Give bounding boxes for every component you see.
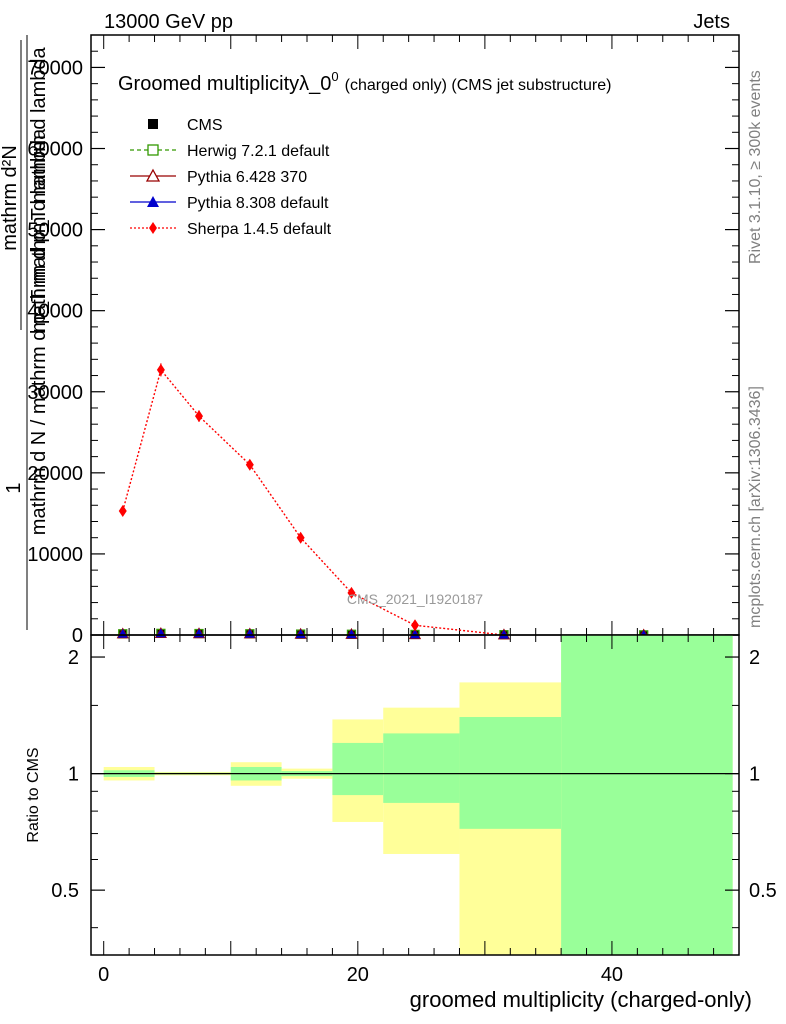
x-tick-labels: 0 20 40 — [98, 964, 623, 986]
ratio-bands — [103, 635, 733, 955]
ratio-axis-ticks — [91, 635, 740, 955]
ratio-band-inner — [332, 742, 384, 796]
plot-title-detail: (charged only) (CMS jet substructure) — [345, 77, 612, 94]
legend-item-herwig: Herwig 7.2.1 default — [130, 143, 330, 160]
sherpa-marker — [245, 458, 254, 471]
plot-title-sup: 0 — [331, 69, 338, 84]
x-tick-label: 40 — [601, 964, 623, 986]
main-axis-ticks — [91, 35, 740, 636]
x-axis-label: groomed multiplicity (charged-only) — [410, 987, 752, 1012]
main-y-tick-label: 0 — [72, 625, 83, 647]
main-y-tick-labels: 0 10000 20000 30000 40000 50000 60000 70000 — [27, 57, 83, 647]
main-y-tick-label: 40000 — [27, 301, 83, 323]
analysis-watermark: CMS_2021_I1920187 — [347, 591, 483, 607]
legend-item-pythia6: Pythia 6.428 370 — [130, 168, 307, 186]
main-y-tick-label: 30000 — [27, 382, 83, 404]
plot-title-main: Groomed multiplicityλ_0 — [118, 73, 331, 95]
pythia8-marker — [346, 629, 357, 639]
pythia8-marker — [295, 629, 306, 639]
pythia8-marker — [410, 629, 420, 639]
sherpa-marker — [347, 586, 356, 599]
ratio-y-tick-label: 2 — [68, 647, 79, 669]
main-y-tick-label: 20000 — [27, 463, 83, 485]
ratio-y-tick-label-right: 0.5 — [749, 880, 777, 902]
x-tick-label: 20 — [347, 964, 369, 986]
mcplots-label: mcplots.cern.ch [arXiv:1306.3436] — [747, 386, 764, 628]
ratio-y-tick-labels: 0.5 0.5 1 1 2 2 — [51, 647, 777, 902]
legend-item-cms: CMS — [148, 117, 223, 134]
pythia8-marker — [498, 629, 509, 639]
ratio-band-inner — [561, 635, 733, 955]
ratio-y-tick-label-right: 2 — [749, 647, 760, 669]
legend-label: Pythia 8.308 default — [187, 195, 329, 212]
legend-label: Herwig 7.2.1 default — [187, 143, 330, 160]
sherpa-marker — [118, 504, 127, 517]
ratio-y-tick-label: 0.5 — [51, 880, 79, 902]
energy-label: 13000 GeV pp — [104, 11, 233, 33]
main-ylabel-side-denominator: mathrm d p_T mathrm d lambda — [28, 46, 50, 332]
main-y-tick-label: 70000 — [27, 57, 83, 79]
legend-marker — [147, 196, 159, 207]
main-panel: 0 10000 20000 30000 40000 50000 60000 70000 Gro… — [27, 34, 740, 647]
legend-label: Sherpa 1.4.5 default — [187, 221, 332, 238]
main-y-tick-label: 50000 — [27, 220, 83, 242]
ratio-band-inner — [459, 717, 562, 829]
legend-label: CMS — [187, 117, 223, 134]
legend-marker — [149, 222, 157, 234]
ratio-ylabel: Ratio to CMS — [25, 747, 42, 842]
sherpa-marker — [195, 410, 203, 423]
legend-item-pythia8: Pythia 8.308 default — [130, 195, 329, 212]
sherpa-line — [122, 368, 505, 636]
ratio-frame — [90, 634, 740, 956]
process-label: Jets — [693, 11, 730, 33]
ratio-panel: 0.5 0.5 1 1 2 2 0 20 40 — [51, 634, 777, 986]
sherpa-marker — [411, 619, 419, 632]
main-y-tick-label: 10000 — [27, 544, 83, 566]
ratio-y-tick-label-right: 1 — [749, 764, 760, 786]
main-ylabel-side-numerator: mathrm d²N — [0, 145, 21, 251]
legend-marker — [147, 144, 159, 156]
legend: CMS Herwig 7.2.1 default Pythia 6.428 370 P… — [130, 117, 332, 238]
legend-item-sherpa: Sherpa 1.4.5 default — [130, 221, 332, 238]
ratio-band-inner — [383, 733, 460, 803]
main-ylabel-denominator: mathrm d N / mathrm d p_T mathrm d lambd… — [28, 128, 50, 535]
legend-marker — [145, 168, 161, 182]
rivet-label: Rivet 3.1.10, ≥ 300k events — [747, 70, 764, 264]
main-y-tick-label: 60000 — [27, 139, 83, 161]
sherpa-marker — [296, 531, 305, 544]
x-tick-label: 0 — [98, 964, 109, 986]
main-ylabel-numerator: 1 — [3, 482, 25, 493]
plot-title: Groomed multiplicityλ_00 (charged only) (… — [118, 69, 611, 95]
ratio-y-tick-label: 1 — [68, 764, 79, 786]
legend-label: Pythia 6.428 370 — [187, 169, 307, 186]
sherpa-marker — [156, 363, 165, 376]
series-sherpa — [118, 363, 505, 636]
legend-marker — [148, 119, 158, 129]
